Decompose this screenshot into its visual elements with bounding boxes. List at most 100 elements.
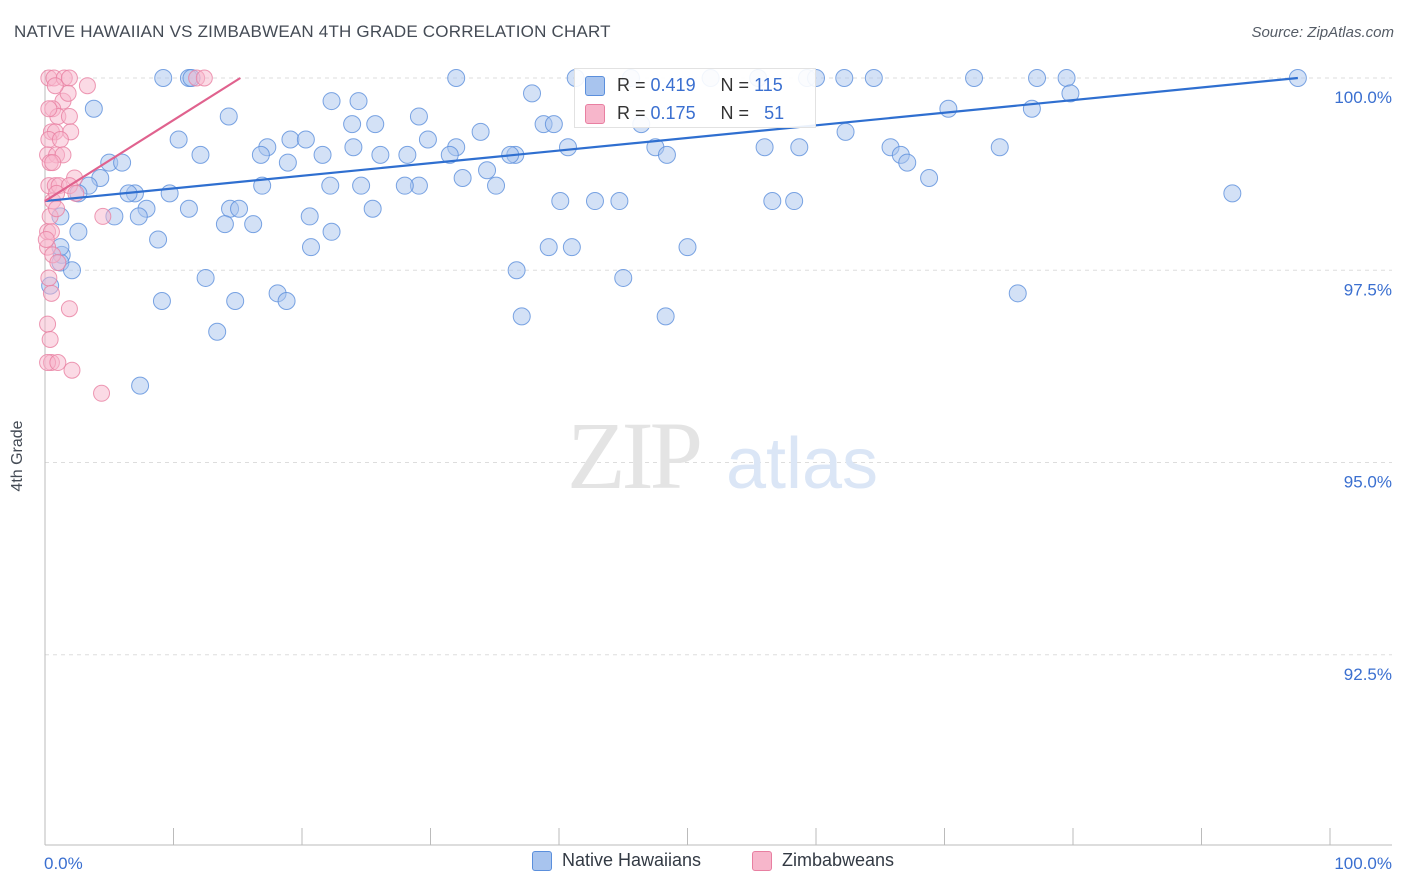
point-native-hawaiian bbox=[656, 307, 675, 326]
point-zimbabwean bbox=[78, 77, 96, 95]
point-native-hawaiian bbox=[84, 99, 103, 118]
watermark-zip: ZIP bbox=[567, 402, 700, 509]
point-native-hawaiian bbox=[471, 122, 490, 141]
trend-line-zimbabweans bbox=[44, 77, 241, 202]
point-native-hawaiian bbox=[278, 153, 297, 172]
point-native-hawaiian bbox=[277, 292, 296, 311]
point-zimbabwean bbox=[44, 154, 62, 172]
point-native-hawaiian bbox=[129, 207, 148, 226]
series-native-hawaiians bbox=[41, 69, 1307, 395]
pink-swatch bbox=[585, 103, 605, 124]
point-zimbabwean bbox=[48, 200, 66, 218]
point-zimbabwean bbox=[37, 230, 55, 248]
stats-row-blue: R = 0.419 N = 115 bbox=[585, 75, 783, 96]
blue-swatch bbox=[585, 75, 605, 96]
point-native-hawaiian bbox=[1008, 284, 1027, 303]
point-native-hawaiian bbox=[366, 115, 385, 134]
point-zimbabwean bbox=[60, 107, 78, 125]
series-zimbabweans bbox=[37, 69, 213, 402]
point-native-hawaiian bbox=[920, 168, 939, 187]
point-native-hawaiian bbox=[755, 138, 774, 157]
point-native-hawaiian bbox=[1028, 69, 1047, 87]
point-native-hawaiian bbox=[614, 268, 633, 287]
point-native-hawaiian bbox=[864, 69, 883, 87]
point-native-hawaiian bbox=[558, 138, 577, 157]
watermark: ZIP atlas bbox=[567, 402, 878, 509]
stats-row-pink: R = 0.175 N = 51 bbox=[585, 103, 784, 124]
point-zimbabwean bbox=[39, 315, 57, 333]
trend-lines bbox=[44, 76, 1298, 203]
point-native-hawaiian bbox=[300, 207, 319, 226]
point-native-hawaiian bbox=[453, 168, 472, 187]
watermark-atlas: atlas bbox=[726, 424, 878, 504]
point-native-hawaiian bbox=[244, 215, 263, 234]
legend-item-native-hawaiians[interactable]: Native Hawaiians bbox=[532, 850, 701, 871]
point-native-hawaiian bbox=[344, 138, 363, 157]
legend-swatch-blue bbox=[532, 850, 552, 871]
point-native-hawaiian bbox=[447, 69, 466, 87]
pink-r-value: 0.175 bbox=[650, 103, 696, 123]
point-zimbabwean bbox=[40, 100, 58, 118]
tick-labels: 100.0% 97.5% 95.0% 92.5% 0.0% 100.0% bbox=[44, 88, 1392, 873]
point-native-hawaiian bbox=[321, 176, 340, 195]
point-native-hawaiian bbox=[790, 138, 809, 157]
point-zimbabwean bbox=[51, 131, 69, 149]
point-native-hawaiian bbox=[512, 307, 531, 326]
point-zimbabwean bbox=[42, 284, 60, 302]
point-zimbabwean bbox=[41, 330, 59, 348]
point-native-hawaiian bbox=[131, 376, 150, 395]
point-zimbabwean bbox=[93, 384, 111, 402]
point-native-hawaiian bbox=[301, 238, 320, 257]
point-native-hawaiian bbox=[562, 238, 581, 257]
r-label: R = bbox=[617, 103, 646, 123]
point-native-hawaiian bbox=[352, 176, 371, 195]
point-native-hawaiian bbox=[62, 261, 81, 280]
point-native-hawaiian bbox=[487, 176, 506, 195]
x-tick-label-right: 100.0% bbox=[1334, 854, 1392, 873]
y-tick-label: 100.0% bbox=[1334, 88, 1392, 107]
point-native-hawaiian bbox=[322, 92, 341, 111]
point-native-hawaiian bbox=[191, 145, 210, 164]
point-native-hawaiian bbox=[939, 99, 958, 118]
point-native-hawaiian bbox=[409, 107, 428, 126]
point-native-hawaiian bbox=[398, 145, 417, 164]
point-native-hawaiian bbox=[322, 222, 341, 241]
n-label: N = bbox=[720, 75, 750, 95]
point-native-hawaiian bbox=[523, 84, 542, 103]
legend-item-zimbabweans[interactable]: Zimbabweans bbox=[752, 850, 894, 871]
point-native-hawaiian bbox=[154, 69, 173, 87]
source-credit: Source: ZipAtlas.com bbox=[1251, 24, 1394, 41]
point-native-hawaiian bbox=[763, 192, 782, 211]
point-zimbabwean bbox=[49, 354, 67, 372]
point-native-hawaiian bbox=[585, 192, 604, 211]
point-native-hawaiian bbox=[478, 161, 497, 180]
point-zimbabwean bbox=[59, 84, 77, 102]
legend-label-pink: Zimbabweans bbox=[782, 850, 895, 870]
point-native-hawaiian bbox=[507, 261, 526, 280]
point-zimbabwean bbox=[40, 269, 58, 287]
point-native-hawaiian bbox=[179, 199, 198, 218]
point-native-hawaiian bbox=[539, 238, 558, 257]
point-native-hawaiian bbox=[226, 292, 245, 311]
point-native-hawaiian bbox=[215, 215, 234, 234]
trend-line-native-hawaiians bbox=[44, 76, 1298, 203]
point-zimbabwean bbox=[63, 361, 81, 379]
gridlines bbox=[45, 77, 1392, 656]
point-native-hawaiian bbox=[69, 222, 88, 241]
point-native-hawaiian bbox=[1061, 84, 1080, 103]
point-native-hawaiian bbox=[898, 153, 917, 172]
legend-label-blue: Native Hawaiians bbox=[562, 850, 702, 870]
blue-n-value: 115 bbox=[754, 75, 783, 95]
point-zimbabwean bbox=[60, 300, 78, 318]
pink-n-value: 51 bbox=[764, 103, 785, 123]
point-native-hawaiian bbox=[610, 192, 629, 211]
r-label: R = bbox=[617, 75, 646, 95]
chart-title: NATIVE HAWAIIAN VS ZIMBABWEAN 4TH GRADE … bbox=[14, 22, 611, 41]
point-native-hawaiian bbox=[169, 130, 188, 149]
x-tick-label-left: 0.0% bbox=[44, 854, 83, 873]
point-native-hawaiian bbox=[440, 145, 459, 164]
point-native-hawaiian bbox=[551, 192, 570, 211]
bottom-legend: Native Hawaiians Zimbabweans bbox=[0, 850, 1406, 878]
point-native-hawaiian bbox=[835, 69, 854, 87]
